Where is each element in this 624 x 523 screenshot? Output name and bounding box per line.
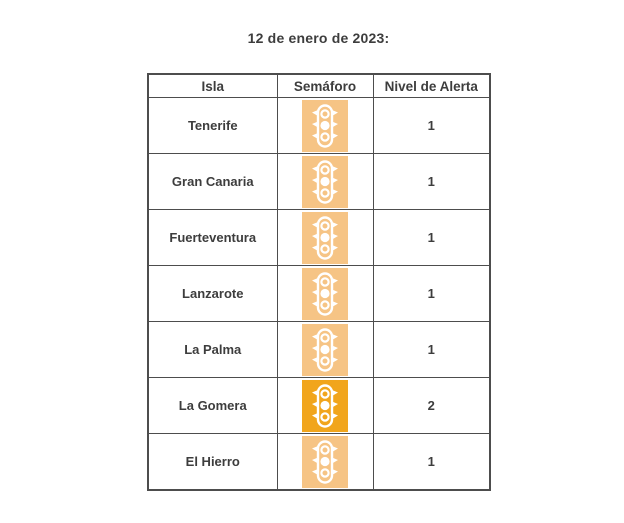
column-header-semaforo: Semáforo [276,73,374,98]
table-row: La Gomera 2 [147,377,491,434]
semaforo-cell [276,433,374,491]
semaforo-cell [276,321,374,378]
alert-table: Isla Semáforo Nivel de Alerta Tenerife [147,73,491,491]
island-name: El Hierro [147,433,278,491]
traffic-light-icon [302,435,348,488]
table-row: El Hierro 1 [147,433,491,491]
alert-level: 1 [372,153,491,210]
semaforo-cell [276,265,374,322]
traffic-light-icon [302,155,348,208]
island-name: Fuerteventura [147,209,278,266]
table-row: La Palma 1 [147,321,491,378]
alert-level: 2 [372,377,491,434]
island-name: Tenerife [147,97,278,154]
table-body: Tenerife 1 Gran Canaria [147,97,491,491]
semaforo-cell [276,209,374,266]
island-name: La Gomera [147,377,278,434]
table-row: Fuerteventura 1 [147,209,491,266]
semaforo-cell [276,377,374,434]
traffic-light-icon [302,267,348,320]
alert-level: 1 [372,433,491,491]
page-title: 12 de enero de 2023: [247,30,390,46]
header-row: Isla Semáforo Nivel de Alerta [147,73,491,98]
semaforo-cell [276,97,374,154]
island-name: Gran Canaria [147,153,278,210]
column-header-isla: Isla [147,73,278,98]
alert-level: 1 [372,265,491,322]
table-row: Gran Canaria 1 [147,153,491,210]
alert-level: 1 [372,321,491,378]
alert-level: 1 [372,209,491,266]
traffic-light-icon [302,379,348,432]
traffic-light-icon [302,211,348,264]
traffic-light-icon [302,323,348,376]
table-row: Lanzarote 1 [147,265,491,322]
semaforo-cell [276,153,374,210]
island-name: La Palma [147,321,278,378]
column-header-nivel-de-alerta: Nivel de Alerta [372,73,491,98]
table-row: Tenerife 1 [147,97,491,154]
traffic-light-icon [302,99,348,152]
island-name: Lanzarote [147,265,278,322]
alert-level: 1 [372,97,491,154]
